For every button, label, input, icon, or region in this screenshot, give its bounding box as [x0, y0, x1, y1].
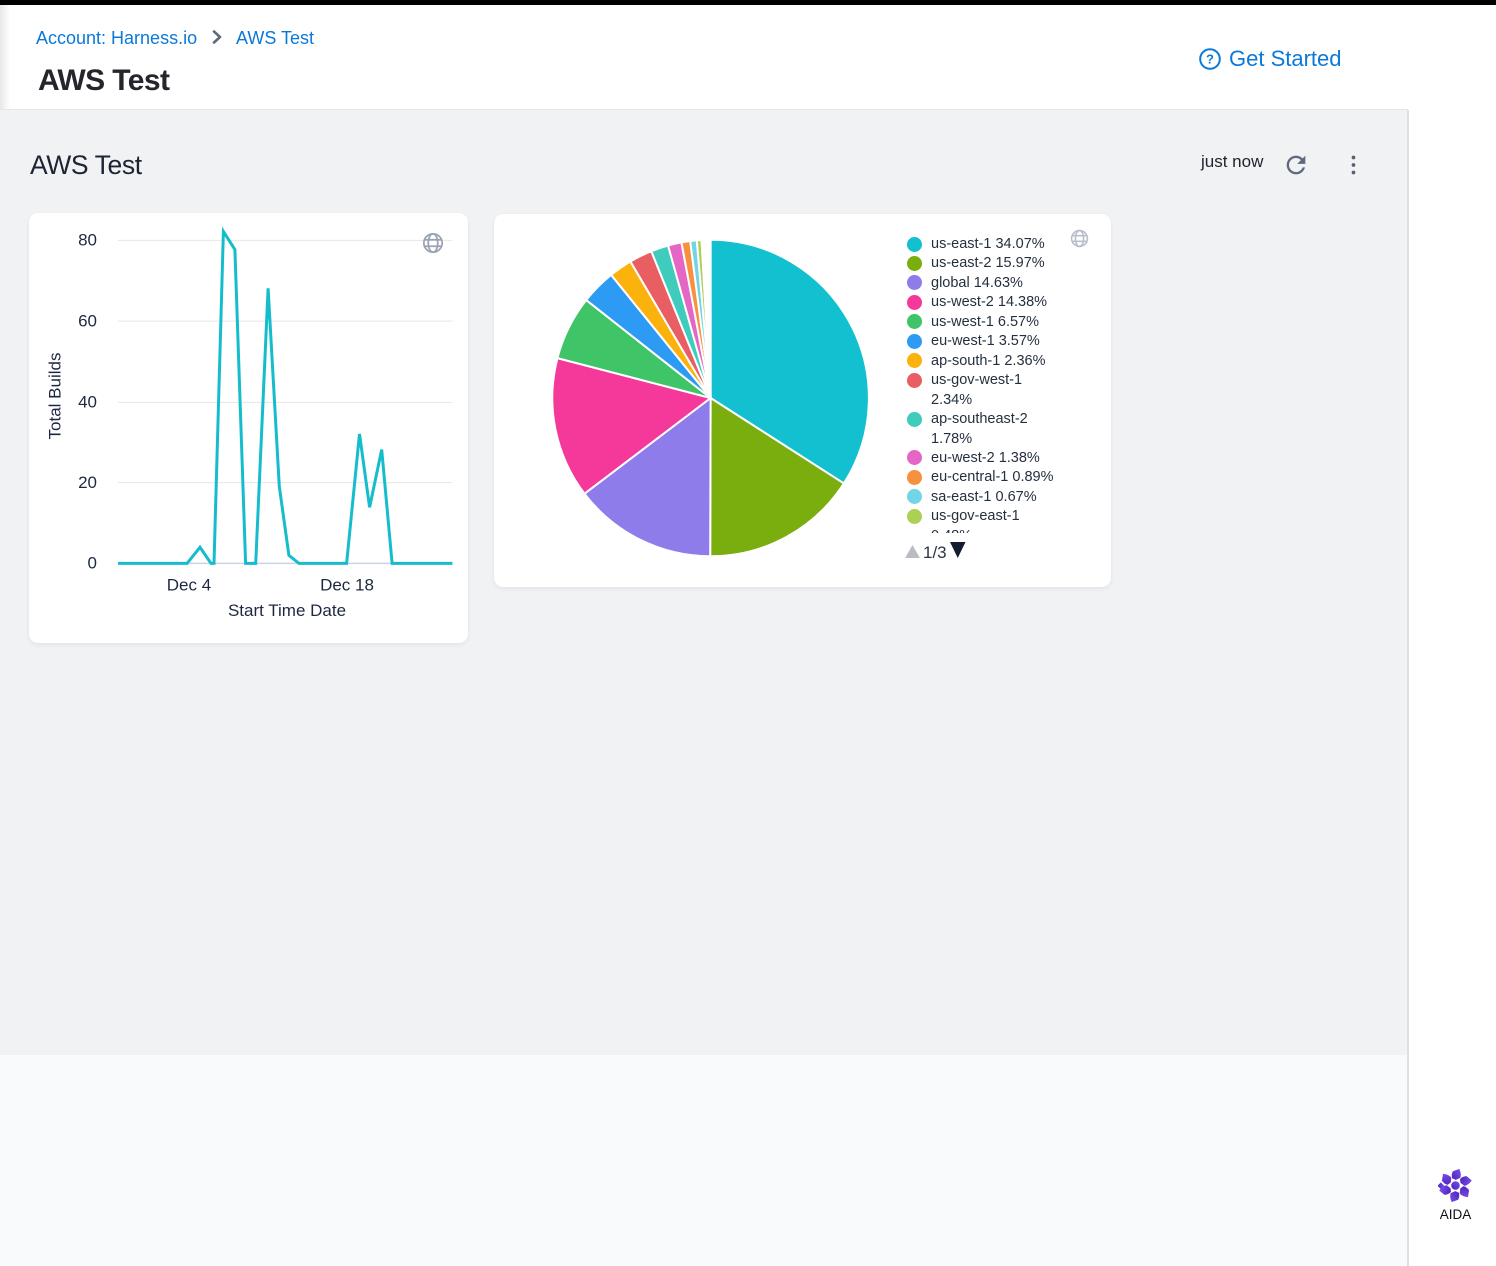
svg-text:Dec 18: Dec 18 [320, 576, 374, 595]
svg-text:Total Builds: Total Builds [46, 353, 65, 440]
svg-text:0: 0 [88, 554, 97, 573]
svg-text:?: ? [1206, 52, 1214, 67]
svg-text:Start Time Date: Start Time Date [228, 601, 346, 620]
svg-text:80: 80 [78, 231, 97, 250]
svg-text:60: 60 [78, 311, 97, 330]
svg-text:20: 20 [78, 473, 97, 492]
svg-text:Dec 4: Dec 4 [167, 576, 211, 595]
svg-text:40: 40 [78, 393, 97, 412]
